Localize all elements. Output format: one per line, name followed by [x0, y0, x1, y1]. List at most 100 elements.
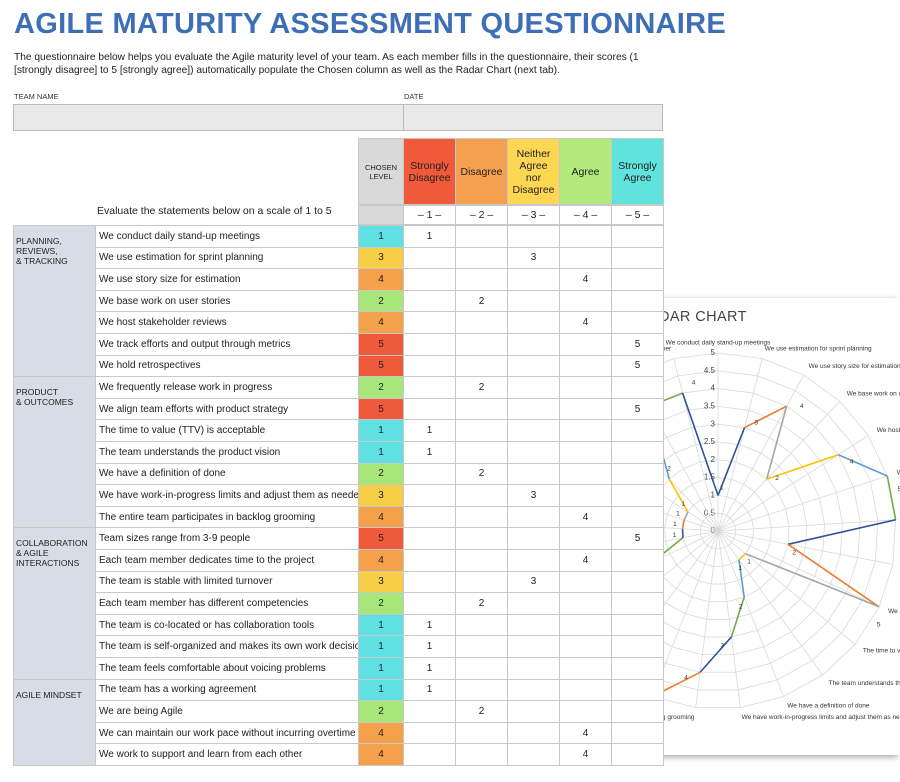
score-cell[interactable]: 4 [559, 721, 612, 745]
score-cell[interactable] [403, 376, 456, 399]
score-cell[interactable] [507, 289, 560, 313]
score-cell[interactable] [455, 246, 508, 270]
score-cell[interactable]: 5 [611, 397, 664, 421]
score-cell[interactable] [455, 657, 508, 680]
score-cell[interactable] [611, 549, 664, 572]
score-cell[interactable]: 1 [403, 657, 456, 680]
score-cell[interactable] [455, 441, 508, 464]
date-field[interactable] [403, 104, 663, 131]
score-cell[interactable] [455, 505, 508, 529]
score-cell[interactable] [455, 721, 508, 745]
score-cell[interactable] [455, 743, 508, 766]
score-cell[interactable] [507, 592, 560, 615]
score-cell[interactable] [455, 570, 508, 594]
score-cell[interactable] [403, 570, 456, 594]
score-cell[interactable] [611, 441, 664, 464]
score-cell[interactable] [403, 311, 456, 334]
score-cell[interactable]: 1 [403, 419, 456, 442]
score-cell[interactable] [507, 462, 560, 486]
score-cell[interactable]: 2 [455, 592, 508, 615]
score-cell[interactable] [507, 333, 560, 356]
score-cell[interactable] [507, 700, 560, 723]
score-cell[interactable] [455, 225, 508, 248]
score-cell[interactable] [403, 527, 456, 550]
score-cell[interactable] [455, 419, 508, 442]
score-cell[interactable] [559, 592, 612, 615]
score-cell[interactable] [507, 419, 560, 442]
score-cell[interactable]: 2 [455, 289, 508, 313]
score-cell[interactable] [403, 484, 456, 507]
score-cell[interactable]: 1 [403, 678, 456, 702]
score-cell[interactable] [507, 549, 560, 572]
score-cell[interactable] [611, 268, 664, 291]
score-cell[interactable]: 1 [403, 613, 456, 637]
score-cell[interactable] [611, 419, 664, 442]
score-cell[interactable] [455, 311, 508, 334]
score-cell[interactable]: 4 [559, 268, 612, 291]
score-cell[interactable] [611, 743, 664, 766]
score-cell[interactable] [507, 376, 560, 399]
score-cell[interactable] [559, 246, 612, 270]
score-cell[interactable] [403, 289, 456, 313]
score-cell[interactable] [559, 678, 612, 702]
score-cell[interactable] [611, 376, 664, 399]
score-cell[interactable] [559, 462, 612, 486]
score-cell[interactable] [611, 657, 664, 680]
score-cell[interactable] [455, 354, 508, 378]
score-cell[interactable] [403, 592, 456, 615]
score-cell[interactable]: 2 [455, 376, 508, 399]
score-cell[interactable] [611, 484, 664, 507]
score-cell[interactable] [507, 721, 560, 745]
score-cell[interactable] [507, 613, 560, 637]
score-cell[interactable]: 3 [507, 246, 560, 270]
score-cell[interactable]: 1 [403, 225, 456, 248]
score-cell[interactable] [403, 721, 456, 745]
score-cell[interactable] [559, 289, 612, 313]
score-cell[interactable] [403, 354, 456, 378]
score-cell[interactable] [611, 700, 664, 723]
score-cell[interactable] [559, 570, 612, 594]
score-cell[interactable] [611, 678, 664, 702]
score-cell[interactable] [611, 721, 664, 745]
score-cell[interactable] [611, 311, 664, 334]
score-cell[interactable] [403, 700, 456, 723]
score-cell[interactable]: 3 [507, 484, 560, 507]
score-cell[interactable] [455, 397, 508, 421]
score-cell[interactable] [611, 462, 664, 486]
score-cell[interactable]: 2 [455, 462, 508, 486]
score-cell[interactable] [611, 225, 664, 248]
score-cell[interactable] [403, 462, 456, 486]
score-cell[interactable] [455, 678, 508, 702]
score-cell[interactable]: 4 [559, 311, 612, 334]
score-cell[interactable] [611, 592, 664, 615]
score-cell[interactable] [507, 354, 560, 378]
score-cell[interactable] [507, 397, 560, 421]
score-cell[interactable] [507, 635, 560, 658]
score-cell[interactable] [507, 268, 560, 291]
score-cell[interactable] [507, 311, 560, 334]
score-cell[interactable] [559, 333, 612, 356]
score-cell[interactable]: 4 [559, 505, 612, 529]
score-cell[interactable] [611, 246, 664, 270]
score-cell[interactable] [403, 549, 456, 572]
score-cell[interactable] [611, 289, 664, 313]
score-cell[interactable] [559, 419, 612, 442]
score-cell[interactable] [403, 505, 456, 529]
score-cell[interactable]: 2 [455, 700, 508, 723]
score-cell[interactable] [559, 397, 612, 421]
score-cell[interactable] [507, 657, 560, 680]
score-cell[interactable] [559, 376, 612, 399]
score-cell[interactable] [507, 225, 560, 248]
score-cell[interactable] [455, 268, 508, 291]
score-cell[interactable] [507, 441, 560, 464]
score-cell[interactable] [403, 246, 456, 270]
score-cell[interactable] [403, 268, 456, 291]
score-cell[interactable]: 1 [403, 635, 456, 658]
score-cell[interactable] [559, 441, 612, 464]
score-cell[interactable] [559, 225, 612, 248]
score-cell[interactable] [611, 570, 664, 594]
score-cell[interactable]: 5 [611, 527, 664, 550]
score-cell[interactable] [611, 505, 664, 529]
score-cell[interactable] [455, 549, 508, 572]
score-cell[interactable] [403, 743, 456, 766]
